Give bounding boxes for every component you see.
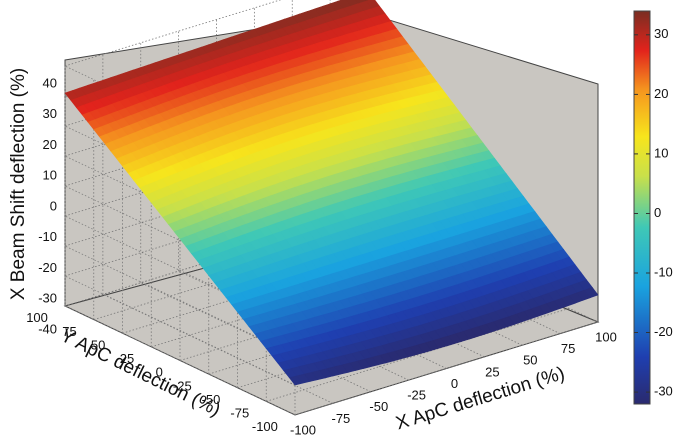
colorbar-tick-label: 20 — [654, 86, 668, 101]
x-tick-label: 50 — [523, 353, 537, 368]
x-tick-labels: -100 -75 -50 -25 0 25 50 75 100 — [290, 329, 617, 435]
x-tick-label: 0 — [451, 376, 458, 391]
y-tick-label: 75 — [62, 324, 76, 339]
z-tick-label: 20 — [43, 137, 57, 152]
colorbar-tick-label: -20 — [654, 324, 673, 339]
y-tick-labels: 100 75 50 25 0 -25 -50 -75-100 — [26, 310, 278, 434]
x-tick-label: -50 — [369, 399, 388, 414]
colorbar-tick-label: 30 — [654, 26, 668, 41]
surface-patch — [584, 287, 599, 299]
z-axis-label: X Beam Shift deflection (%) — [8, 68, 29, 300]
y-tick-label: 0 — [156, 365, 163, 380]
z-tick-label: 0 — [50, 198, 57, 213]
grid-line — [64, 0, 282, 67]
z-tick-labels: 40 30 20 10 0 -10 -20 -30 -40 — [38, 75, 57, 336]
grid-line — [266, 307, 570, 402]
colorbar-tick-labels: 30 20 10 0 -10 -20 -30 — [634, 26, 673, 399]
y-tick-label: 100 — [26, 310, 48, 325]
surface — [64, 0, 599, 386]
grid-line — [64, 245, 296, 356]
y-tick-label: -50 — [202, 392, 221, 407]
x-tick-label: -100 — [290, 422, 316, 435]
y-tick-label: -100 — [252, 419, 278, 434]
colorbar-tick-label: 0 — [654, 205, 661, 220]
z-tick-label: -10 — [38, 229, 57, 244]
colorbar-tick-label: -10 — [654, 264, 673, 279]
x-tick-label: 100 — [595, 329, 617, 344]
z-tick-label: 10 — [43, 168, 57, 183]
x-tick-label: -25 — [407, 388, 426, 403]
colorbar — [633, 10, 651, 405]
y-tick-label: -25 — [173, 378, 192, 393]
z-tick-label: 40 — [43, 75, 57, 90]
x-tick-label: 75 — [561, 341, 575, 356]
y-tick-label: 50 — [91, 337, 105, 352]
z-tick-label: -20 — [38, 260, 57, 275]
colorbar-tick-label: 10 — [654, 145, 668, 160]
z-tick-label: -30 — [38, 291, 57, 306]
x-tick-label: -75 — [332, 411, 351, 426]
z-tick-label: -40 — [38, 321, 57, 336]
colorbar-tick-label: -30 — [654, 384, 673, 399]
y-tick-label: -75 — [230, 406, 249, 421]
x-tick-label: 25 — [485, 364, 499, 379]
z-tick-label: 30 — [43, 106, 57, 121]
grid-line — [294, 321, 599, 416]
y-tick-label: 25 — [120, 351, 134, 366]
